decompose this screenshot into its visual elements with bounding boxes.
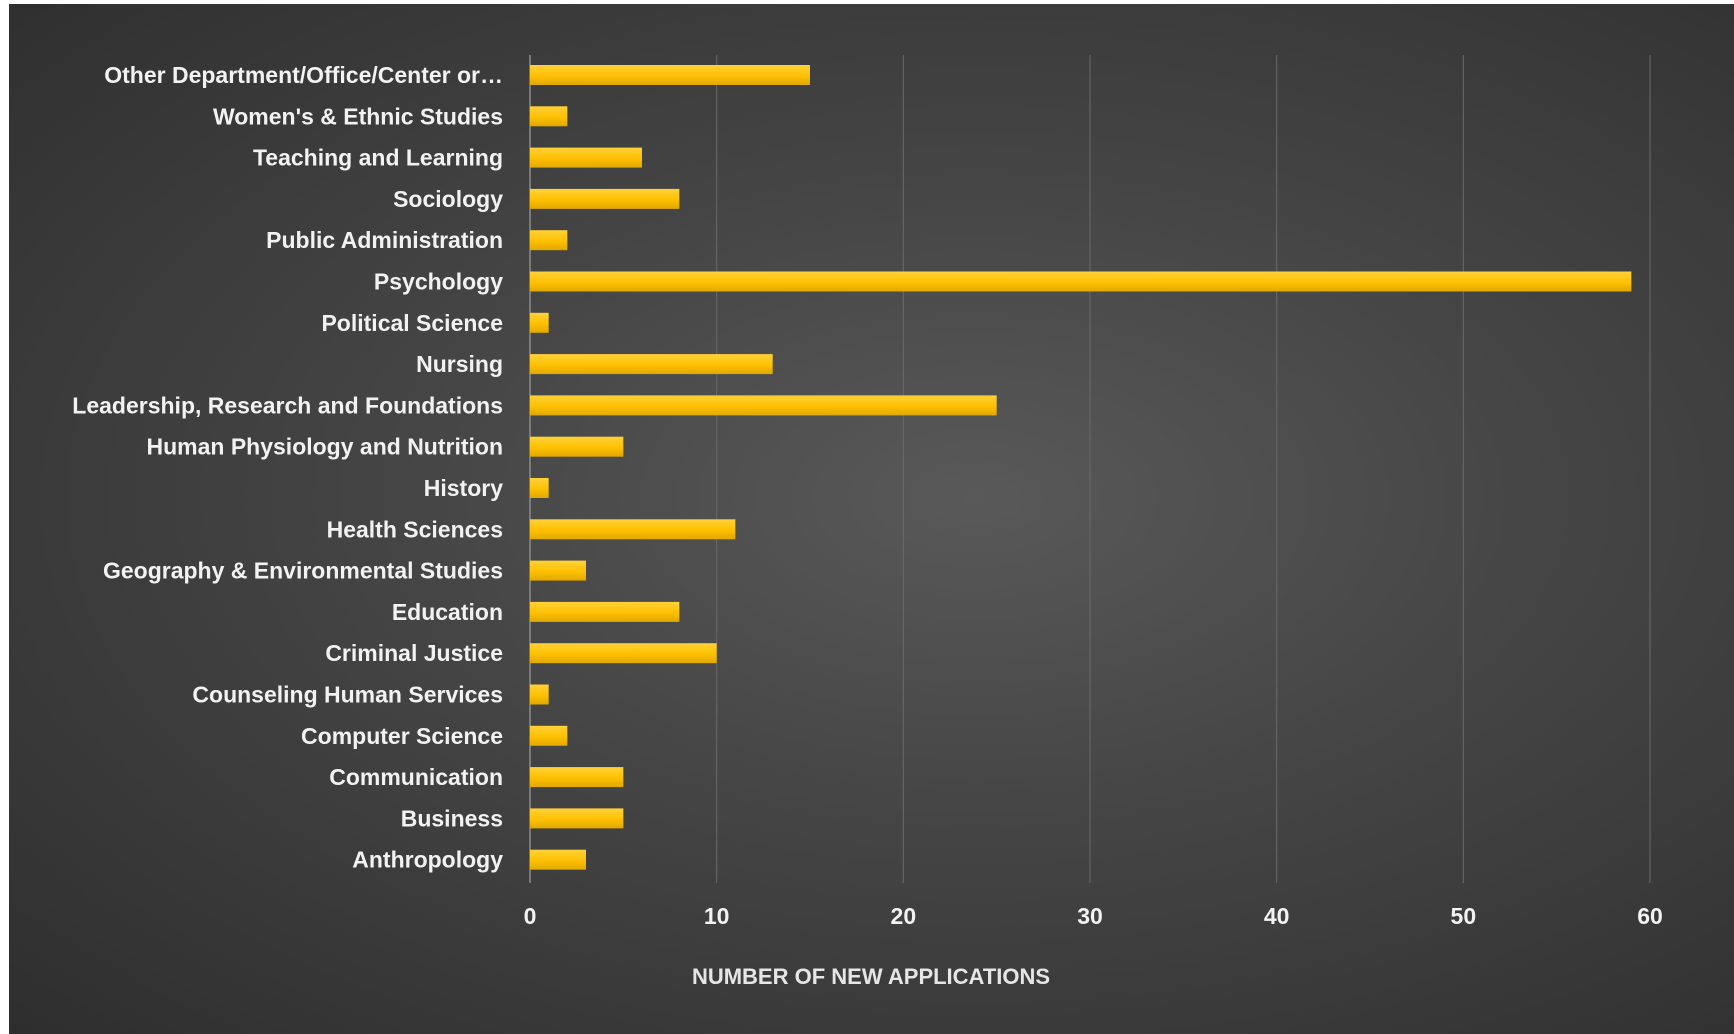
bar-18 (530, 808, 624, 829)
bar-chart: Other Department/Office/Center or… Women'… (72, 55, 1663, 989)
bar-17 (530, 767, 624, 788)
bar-7 (530, 354, 773, 375)
bar-3 (530, 188, 680, 209)
category-label-18: Business (401, 805, 503, 831)
category-label-9: Human Physiology and Nutrition (146, 434, 503, 460)
chart-area: Other Department/Office/Center or… Women'… (9, 4, 1734, 1034)
bar-13 (530, 601, 680, 622)
category-label-17: Communication (329, 764, 503, 790)
bar-11 (530, 519, 736, 540)
category-label-7: Nursing (416, 351, 503, 377)
x-tick-labels: 0 10 20 30 40 50 60 (524, 903, 1663, 929)
category-label-13: Education (392, 599, 503, 625)
category-label-14: Criminal Justice (325, 640, 503, 666)
bars (530, 65, 1632, 870)
bar-1 (530, 106, 568, 127)
gridlines (529, 55, 1651, 883)
bar-8 (530, 395, 997, 416)
category-label-5: Psychology (374, 269, 503, 295)
category-label-1: Women's & Ethnic Studies (213, 103, 503, 129)
x-tick-label-40: 40 (1264, 903, 1290, 929)
x-tick-label-60: 60 (1637, 903, 1663, 929)
x-tick-label-30: 30 (1077, 903, 1103, 929)
category-labels: Other Department/Office/Center or… Women'… (72, 62, 503, 873)
category-label-11: Health Sciences (327, 516, 503, 542)
x-tick-label-0: 0 (524, 903, 537, 929)
bar-12 (530, 560, 586, 581)
bar-5 (530, 271, 1632, 292)
category-label-12: Geography & Environmental Studies (103, 558, 503, 584)
category-label-15: Counseling Human Services (192, 682, 503, 708)
x-tick-label-50: 50 (1451, 903, 1477, 929)
bar-6 (530, 312, 549, 333)
category-label-2: Teaching and Learning (253, 145, 503, 171)
category-label-8: Leadership, Research and Foundations (72, 392, 503, 418)
bar-10 (530, 478, 549, 498)
bar-2 (530, 147, 642, 168)
bar-15 (530, 684, 549, 705)
bar-16 (530, 725, 568, 746)
bar-9 (530, 436, 624, 457)
category-label-10: History (424, 475, 503, 501)
x-tick-label-10: 10 (704, 903, 730, 929)
bar-14 (530, 643, 717, 664)
category-label-16: Computer Science (301, 723, 503, 749)
category-label-6: Political Science (321, 310, 503, 336)
x-axis-title: NUMBER OF NEW APPLICATIONS (692, 964, 1050, 989)
category-label-4: Public Administration (266, 227, 503, 253)
bar-19 (530, 849, 586, 870)
bar-0 (530, 65, 810, 85)
bar-4 (530, 230, 568, 251)
category-label-19: Anthropology (352, 847, 503, 873)
category-label-3: Sociology (393, 186, 503, 212)
x-tick-label-20: 20 (891, 903, 917, 929)
category-label-0: Other Department/Office/Center or… (104, 62, 503, 88)
